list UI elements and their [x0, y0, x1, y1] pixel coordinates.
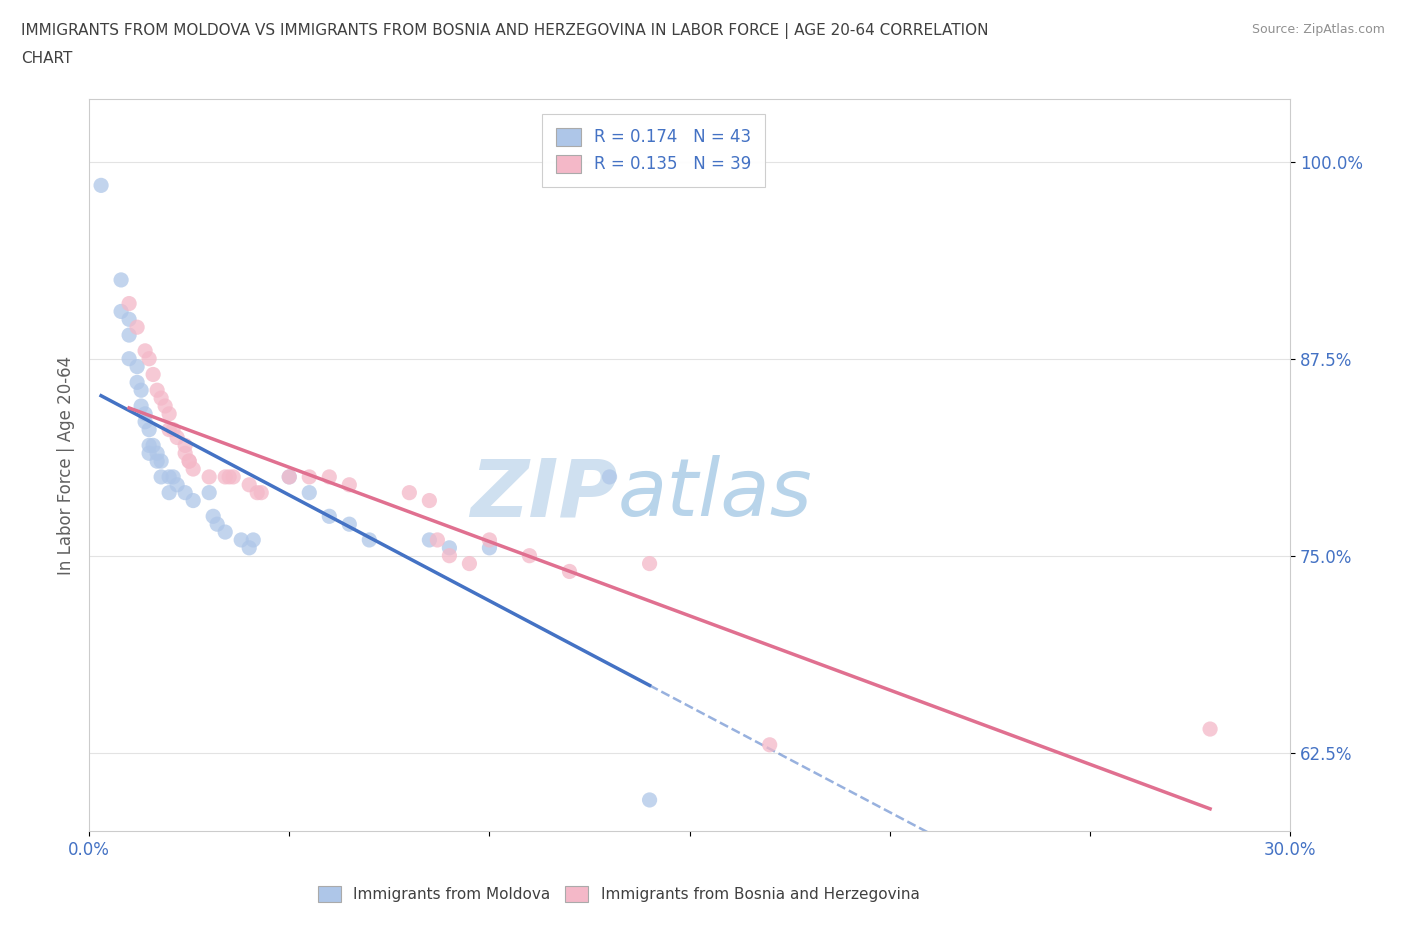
Y-axis label: In Labor Force | Age 20-64: In Labor Force | Age 20-64: [58, 355, 75, 575]
Point: [214, 470, 236, 485]
Text: ZIP: ZIP: [470, 456, 617, 534]
Point: [519, 549, 541, 564]
Point: [318, 509, 340, 524]
Text: IMMIGRANTS FROM MOLDOVA VS IMMIGRANTS FROM BOSNIA AND HERZEGOVINA IN LABOR FORCE: IMMIGRANTS FROM MOLDOVA VS IMMIGRANTS FR…: [21, 23, 988, 39]
Point: [638, 556, 661, 571]
Point: [337, 477, 360, 492]
Point: [181, 493, 204, 508]
Point: [162, 470, 184, 485]
Point: [127, 320, 149, 335]
Point: [138, 438, 160, 453]
Point: [142, 367, 165, 382]
Point: [166, 430, 188, 445]
Point: [127, 375, 149, 390]
Point: [166, 477, 188, 492]
Point: [298, 485, 321, 500]
Point: [138, 445, 160, 460]
Point: [250, 485, 273, 500]
Point: [418, 533, 440, 548]
Point: [146, 383, 169, 398]
Point: [179, 454, 201, 469]
Point: [179, 454, 201, 469]
Point: [129, 383, 152, 398]
Point: [202, 509, 225, 524]
Point: [157, 485, 180, 500]
Point: [162, 422, 184, 437]
Point: [318, 470, 340, 485]
Point: [174, 438, 197, 453]
Point: [758, 737, 780, 752]
Point: [174, 485, 197, 500]
Point: [157, 406, 180, 421]
Point: [150, 470, 173, 485]
Point: [153, 399, 176, 414]
Legend: Immigrants from Moldova, Immigrants from Bosnia and Herzegovina: Immigrants from Moldova, Immigrants from…: [312, 880, 925, 909]
Point: [181, 461, 204, 476]
Point: [118, 352, 141, 366]
Point: [138, 422, 160, 437]
Point: [238, 477, 260, 492]
Point: [127, 359, 149, 374]
Point: [439, 549, 461, 564]
Point: [278, 470, 301, 485]
Point: [1199, 722, 1222, 737]
Point: [278, 470, 301, 485]
Point: [134, 406, 156, 421]
Point: [298, 470, 321, 485]
Point: [205, 517, 228, 532]
Point: [246, 485, 269, 500]
Point: [118, 312, 141, 326]
Point: [134, 414, 156, 429]
Point: [218, 470, 240, 485]
Point: [478, 540, 501, 555]
Point: [426, 533, 449, 548]
Point: [214, 525, 236, 539]
Point: [142, 438, 165, 453]
Text: CHART: CHART: [21, 51, 73, 66]
Point: [118, 296, 141, 311]
Point: [198, 470, 221, 485]
Point: [599, 470, 621, 485]
Point: [198, 485, 221, 500]
Point: [118, 327, 141, 342]
Point: [418, 493, 440, 508]
Point: [90, 178, 112, 193]
Point: [638, 792, 661, 807]
Point: [110, 272, 132, 287]
Point: [478, 533, 501, 548]
Point: [458, 556, 481, 571]
Text: atlas: atlas: [617, 456, 813, 534]
Point: [231, 533, 253, 548]
Point: [134, 343, 156, 358]
Point: [146, 445, 169, 460]
Point: [157, 422, 180, 437]
Point: [150, 391, 173, 405]
Point: [222, 470, 245, 485]
Point: [157, 470, 180, 485]
Point: [558, 564, 581, 578]
Point: [138, 352, 160, 366]
Point: [242, 533, 264, 548]
Point: [146, 454, 169, 469]
Point: [439, 540, 461, 555]
Point: [174, 445, 197, 460]
Text: Source: ZipAtlas.com: Source: ZipAtlas.com: [1251, 23, 1385, 36]
Point: [150, 454, 173, 469]
Point: [238, 540, 260, 555]
Point: [110, 304, 132, 319]
Point: [398, 485, 420, 500]
Legend: R = 0.174   N = 43, R = 0.135   N = 39: R = 0.174 N = 43, R = 0.135 N = 39: [543, 114, 765, 187]
Point: [359, 533, 381, 548]
Point: [129, 399, 152, 414]
Point: [337, 517, 360, 532]
